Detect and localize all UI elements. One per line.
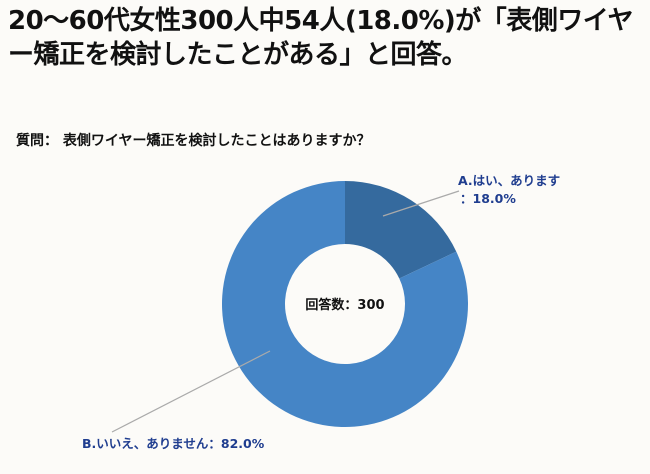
leader-line-b	[111, 350, 271, 433]
data-label-a-value: ：18.0%	[460, 191, 516, 206]
question-text: 質問： 表側ワイヤー矯正を検討したことはありますか？	[16, 133, 371, 149]
donut-slice-a	[345, 181, 457, 279]
data-label-b: B.いいえ、ありません：82.0%	[82, 436, 265, 451]
center-label: 回答数：300	[305, 298, 385, 313]
data-label-a-name: A.はい、あります	[458, 173, 561, 188]
donut-slice-b	[221, 181, 468, 427]
data-label-a: A.はい、あります ：18.0%	[458, 172, 560, 208]
leader-line-a	[382, 190, 460, 217]
page-title: 20〜60代女性300人中54人(18.0%)が「表側ワイヤー矯正を検討したこと…	[8, 6, 634, 70]
